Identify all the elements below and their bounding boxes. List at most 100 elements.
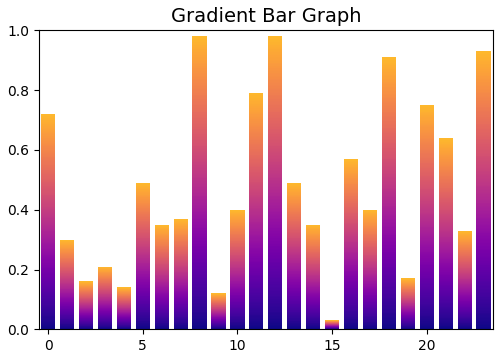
Bar bbox=[344, 195, 358, 196]
Bar bbox=[60, 306, 74, 307]
Bar bbox=[363, 302, 377, 303]
Bar bbox=[287, 207, 302, 208]
Bar bbox=[344, 253, 358, 254]
Bar bbox=[363, 245, 377, 246]
Bar bbox=[41, 271, 55, 272]
Bar bbox=[438, 274, 453, 275]
Bar bbox=[250, 116, 264, 117]
Bar bbox=[363, 215, 377, 216]
Bar bbox=[192, 153, 206, 155]
Bar bbox=[268, 283, 282, 284]
Bar bbox=[60, 295, 74, 296]
Bar bbox=[476, 215, 490, 217]
Bar bbox=[154, 301, 169, 302]
Bar bbox=[41, 177, 55, 179]
Bar bbox=[136, 324, 150, 325]
Bar bbox=[306, 234, 320, 235]
Bar bbox=[458, 307, 472, 308]
Bar bbox=[250, 235, 264, 236]
Bar bbox=[174, 302, 188, 303]
Bar bbox=[41, 297, 55, 298]
Bar bbox=[250, 243, 264, 244]
Bar bbox=[154, 250, 169, 251]
Bar bbox=[154, 260, 169, 261]
Bar bbox=[420, 310, 434, 311]
Bar bbox=[438, 323, 453, 324]
Bar bbox=[41, 227, 55, 228]
Bar bbox=[250, 106, 264, 107]
Bar bbox=[136, 265, 150, 266]
Bar bbox=[344, 304, 358, 305]
Bar bbox=[458, 312, 472, 313]
Bar bbox=[136, 207, 150, 208]
Bar bbox=[382, 227, 396, 229]
Bar bbox=[458, 313, 472, 314]
Bar bbox=[250, 139, 264, 140]
Bar bbox=[136, 232, 150, 233]
Bar bbox=[344, 203, 358, 204]
Bar bbox=[438, 203, 453, 204]
Bar bbox=[476, 87, 490, 89]
Bar bbox=[363, 267, 377, 268]
Bar bbox=[476, 107, 490, 108]
Bar bbox=[41, 251, 55, 252]
Bar bbox=[476, 300, 490, 302]
Bar bbox=[458, 323, 472, 324]
Bar bbox=[230, 223, 244, 224]
Bar bbox=[306, 235, 320, 236]
Bar bbox=[268, 255, 282, 256]
Bar bbox=[41, 130, 55, 131]
Bar bbox=[344, 188, 358, 189]
Bar bbox=[192, 199, 206, 201]
Bar bbox=[476, 150, 490, 151]
Bar bbox=[250, 268, 264, 269]
Bar bbox=[306, 320, 320, 321]
Bar bbox=[438, 149, 453, 150]
Bar bbox=[344, 229, 358, 230]
Bar bbox=[363, 255, 377, 256]
Bar bbox=[268, 156, 282, 158]
Bar bbox=[268, 287, 282, 288]
Bar bbox=[420, 183, 434, 184]
Bar bbox=[382, 219, 396, 220]
Bar bbox=[382, 169, 396, 170]
Bar bbox=[287, 289, 302, 290]
Bar bbox=[476, 250, 490, 251]
Bar bbox=[438, 201, 453, 202]
Bar bbox=[476, 249, 490, 250]
Bar bbox=[41, 228, 55, 229]
Bar bbox=[476, 218, 490, 220]
Bar bbox=[438, 237, 453, 238]
Bar bbox=[230, 309, 244, 310]
Bar bbox=[230, 270, 244, 271]
Bar bbox=[230, 314, 244, 315]
Bar bbox=[382, 314, 396, 316]
Bar bbox=[287, 192, 302, 193]
Bar bbox=[174, 309, 188, 310]
Bar bbox=[41, 201, 55, 202]
Bar bbox=[230, 310, 244, 311]
Bar bbox=[382, 252, 396, 253]
Bar bbox=[287, 259, 302, 260]
Bar bbox=[41, 321, 55, 322]
Bar bbox=[192, 104, 206, 105]
Bar bbox=[344, 161, 358, 162]
Bar bbox=[420, 240, 434, 241]
Bar bbox=[250, 300, 264, 301]
Bar bbox=[60, 290, 74, 291]
Bar bbox=[230, 275, 244, 276]
Bar bbox=[438, 176, 453, 177]
Bar bbox=[250, 157, 264, 158]
Bar bbox=[192, 256, 206, 257]
Bar bbox=[268, 303, 282, 305]
Bar bbox=[438, 319, 453, 320]
Bar bbox=[192, 167, 206, 168]
Bar bbox=[382, 129, 396, 131]
Bar bbox=[363, 301, 377, 302]
Bar bbox=[268, 36, 282, 38]
Bar bbox=[192, 288, 206, 290]
Bar bbox=[287, 307, 302, 308]
Bar bbox=[250, 223, 264, 224]
Bar bbox=[476, 189, 490, 190]
Bar bbox=[420, 267, 434, 269]
